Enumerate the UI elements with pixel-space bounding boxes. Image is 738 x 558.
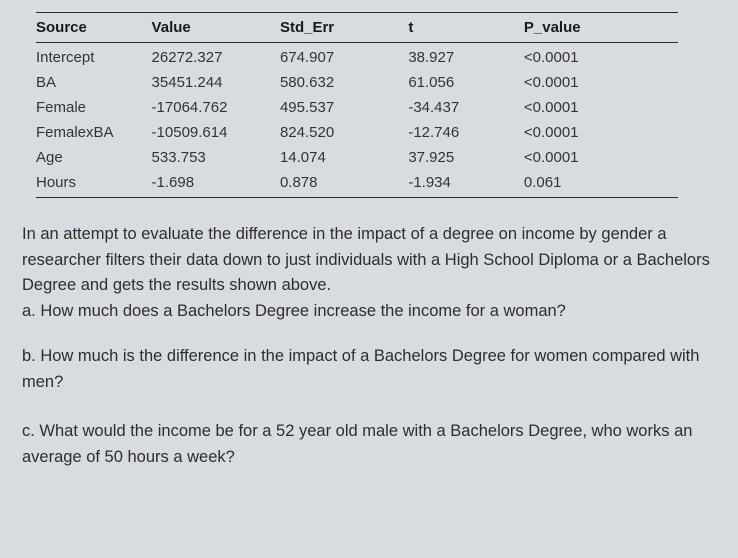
cell-source: Age bbox=[36, 145, 152, 170]
table-row: Female -17064.762 495.537 -34.437 <0.000… bbox=[36, 95, 678, 120]
table-row: Intercept 26272.327 674.907 38.927 <0.00… bbox=[36, 43, 678, 71]
cell-t: 61.056 bbox=[408, 70, 524, 95]
intro-text: In an attempt to evaluate the difference… bbox=[22, 225, 710, 294]
cell-pvalue: <0.0001 bbox=[524, 95, 678, 120]
cell-value: 35451.244 bbox=[152, 70, 280, 95]
header-source: Source bbox=[36, 13, 152, 43]
question-a-text: a. How much does a Bachelors Degree incr… bbox=[22, 302, 566, 320]
question-c: c. What would the income be for a 52 yea… bbox=[20, 419, 718, 470]
cell-value: -17064.762 bbox=[152, 95, 280, 120]
cell-pvalue: <0.0001 bbox=[524, 70, 678, 95]
cell-pvalue: <0.0001 bbox=[524, 43, 678, 71]
cell-t: -1.934 bbox=[408, 170, 524, 198]
header-pvalue: P_value bbox=[524, 13, 678, 43]
table-row: Age 533.753 14.074 37.925 <0.0001 bbox=[36, 145, 678, 170]
cell-stderr: 580.632 bbox=[280, 70, 408, 95]
cell-source: Intercept bbox=[36, 43, 152, 71]
cell-source: Hours bbox=[36, 170, 152, 198]
intro-paragraph: In an attempt to evaluate the difference… bbox=[20, 222, 718, 324]
cell-value: -1.698 bbox=[152, 170, 280, 198]
regression-table: Source Value Std_Err t P_value Intercept… bbox=[36, 12, 678, 198]
cell-stderr: 495.537 bbox=[280, 95, 408, 120]
cell-value: 26272.327 bbox=[152, 43, 280, 71]
table-row: BA 35451.244 580.632 61.056 <0.0001 bbox=[36, 70, 678, 95]
header-stderr: Std_Err bbox=[280, 13, 408, 43]
question-b: b. How much is the difference in the imp… bbox=[20, 344, 718, 395]
cell-t: -34.437 bbox=[408, 95, 524, 120]
header-value: Value bbox=[152, 13, 280, 43]
header-t: t bbox=[408, 13, 524, 43]
cell-source: BA bbox=[36, 70, 152, 95]
cell-value: -10509.614 bbox=[152, 120, 280, 145]
regression-table-container: Source Value Std_Err t P_value Intercept… bbox=[20, 12, 718, 198]
table-row: Hours -1.698 0.878 -1.934 0.061 bbox=[36, 170, 678, 198]
cell-source: Female bbox=[36, 95, 152, 120]
table-row: FemalexBA -10509.614 824.520 -12.746 <0.… bbox=[36, 120, 678, 145]
cell-t: 38.927 bbox=[408, 43, 524, 71]
cell-stderr: 824.520 bbox=[280, 120, 408, 145]
cell-t: -12.746 bbox=[408, 120, 524, 145]
cell-pvalue: <0.0001 bbox=[524, 120, 678, 145]
cell-pvalue: <0.0001 bbox=[524, 145, 678, 170]
cell-source: FemalexBA bbox=[36, 120, 152, 145]
cell-stderr: 0.878 bbox=[280, 170, 408, 198]
cell-value: 533.753 bbox=[152, 145, 280, 170]
cell-t: 37.925 bbox=[408, 145, 524, 170]
cell-stderr: 674.907 bbox=[280, 43, 408, 71]
cell-pvalue: 0.061 bbox=[524, 170, 678, 198]
table-body: Intercept 26272.327 674.907 38.927 <0.00… bbox=[36, 43, 678, 198]
cell-stderr: 14.074 bbox=[280, 145, 408, 170]
